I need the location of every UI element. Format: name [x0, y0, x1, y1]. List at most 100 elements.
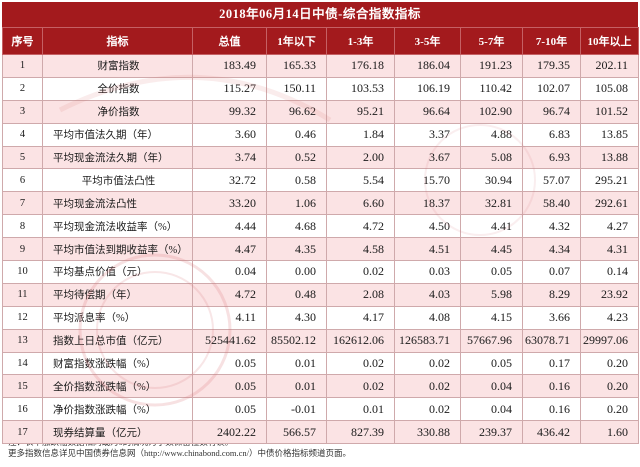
value-cell: 525441.62: [192, 328, 267, 353]
row-index: 2: [2, 76, 43, 101]
value-cell: 202.11: [580, 54, 639, 78]
value-cell: 126583.71: [394, 328, 461, 353]
value-cell: 0.02: [326, 260, 395, 284]
value-cell: 0.01: [266, 351, 327, 376]
value-cell: 0.04: [460, 397, 523, 422]
table-row: 5 平均现金流法久期（年） 3.74 0.52 2.00 3.67 5.08 6.93 13.8…: [2, 145, 639, 170]
value-cell: 103.53: [326, 76, 395, 101]
value-cell: 6.83: [522, 122, 581, 147]
indicator-name: 全价指数: [42, 76, 193, 101]
value-cell: 165.33: [266, 54, 327, 78]
value-cell: 4.45: [460, 237, 523, 262]
value-cell: 3.37: [394, 122, 461, 147]
value-cell: 0.20: [580, 397, 639, 422]
value-cell: 179.35: [522, 54, 581, 78]
value-cell: 1.06: [266, 191, 327, 216]
value-cell: 58.40: [522, 191, 581, 216]
indicator-name: 财富指数: [42, 54, 193, 78]
value-cell: 0.52: [266, 145, 327, 170]
value-cell: 4.30: [266, 305, 327, 330]
index-indicator-table: 序号 指标 总值 1年以下 1-3年 3-5年 5-7年 7-10年 10年以上 1 财富指数 18…: [2, 27, 639, 445]
value-cell: 827.39: [326, 420, 395, 445]
value-cell: 13.88: [580, 145, 639, 170]
value-cell: 4.51: [394, 237, 461, 262]
value-cell: 0.20: [580, 351, 639, 376]
value-cell: 23.92: [580, 282, 639, 307]
column-header: 总值: [192, 27, 267, 55]
value-cell: 566.57: [266, 420, 327, 445]
table-row: 4 平均市值法久期（年） 3.60 0.46 1.84 3.37 4.88 6.83 13.85: [2, 122, 639, 147]
table-row: 15 全价指数涨跌幅（%） 0.05 0.01 0.02 0.02 0.04 0.16 0.20: [2, 374, 639, 399]
row-index: 8: [2, 214, 43, 239]
indicator-name: 平均市值法凸性: [42, 168, 193, 193]
value-cell: 0.05: [460, 351, 523, 376]
value-cell: 106.19: [394, 76, 461, 101]
indicator-name: 平均派息率（%）: [42, 305, 193, 330]
value-cell: 4.88: [460, 122, 523, 147]
value-cell: 29997.06: [580, 328, 639, 353]
value-cell: -0.01: [266, 397, 327, 422]
indicator-name: 平均现金流法久期（年）: [42, 145, 193, 170]
indicator-name: 全价指数涨跌幅（%）: [42, 374, 193, 399]
value-cell: 2.08: [326, 282, 395, 307]
value-cell: 32.81: [460, 191, 523, 216]
indicator-name: 现券结算量（亿元）: [42, 420, 193, 445]
value-cell: 0.02: [394, 397, 461, 422]
value-cell: 4.03: [394, 282, 461, 307]
column-header: 序号: [2, 27, 43, 55]
value-cell: 85502.12: [266, 328, 327, 353]
row-index: 6: [2, 168, 43, 193]
indicator-name: 净价指数涨跌幅（%）: [42, 397, 193, 422]
value-cell: 18.37: [394, 191, 461, 216]
value-cell: 0.02: [326, 374, 395, 399]
value-cell: 96.62: [266, 99, 327, 124]
row-index: 16: [2, 397, 43, 422]
value-cell: 4.27: [580, 214, 639, 239]
value-cell: 6.60: [326, 191, 395, 216]
value-cell: 295.21: [580, 168, 639, 193]
table-header-row: 序号 指标 总值 1年以下 1-3年 3-5年 5-7年 7-10年 10年以上: [2, 27, 639, 55]
value-cell: 15.70: [394, 168, 461, 193]
value-cell: 115.27: [192, 76, 267, 101]
table-row: 6 平均市值法凸性 32.72 0.58 5.54 15.70 30.94 57.07 295.…: [2, 168, 639, 193]
value-cell: 0.02: [394, 374, 461, 399]
value-cell: 4.41: [460, 214, 523, 239]
value-cell: 110.42: [460, 76, 523, 101]
table-row: 14 财富指数涨跌幅（%） 0.05 0.01 0.02 0.02 0.05 0.17 0.20: [2, 351, 639, 376]
value-cell: 0.02: [326, 351, 395, 376]
value-cell: 0.02: [394, 351, 461, 376]
value-cell: 1.84: [326, 122, 395, 147]
value-cell: 330.88: [394, 420, 461, 445]
value-cell: 0.48: [266, 282, 327, 307]
value-cell: 4.08: [394, 305, 461, 330]
value-cell: 0.05: [192, 374, 267, 399]
value-cell: 3.66: [522, 305, 581, 330]
value-cell: 4.72: [326, 214, 395, 239]
table-row: 17 现券结算量（亿元） 2402.22 566.57 827.39 330.88 239.…: [2, 420, 639, 445]
value-cell: 4.50: [394, 214, 461, 239]
table-row: 9 平均市值法到期收益率（%） 4.47 4.35 4.58 4.51 4.45 4.34 4.…: [2, 237, 639, 262]
value-cell: 183.49: [192, 54, 267, 78]
value-cell: 4.58: [326, 237, 395, 262]
column-header: 3-5年: [394, 27, 461, 55]
value-cell: 0.20: [580, 374, 639, 399]
value-cell: 176.18: [326, 54, 395, 78]
column-header: 5-7年: [460, 27, 523, 55]
table-row: 11 平均待偿期（年） 4.72 0.48 2.08 4.03 5.98 8.29 23.92: [2, 282, 639, 307]
value-cell: 4.35: [266, 237, 327, 262]
value-cell: 0.58: [266, 168, 327, 193]
column-header: 1-3年: [326, 27, 395, 55]
value-cell: 0.05: [192, 351, 267, 376]
row-index: 14: [2, 351, 43, 376]
footnote-2: 更多指数信息详见中国债券信息网（http://www.chinabond.com…: [8, 448, 351, 458]
table-row: 2 全价指数 115.27 150.11 103.53 106.19 110.42 102.0…: [2, 76, 639, 101]
value-cell: 99.32: [192, 99, 267, 124]
column-header: 10年以上: [580, 27, 639, 55]
value-cell: 0.05: [192, 397, 267, 422]
value-cell: 2.00: [326, 145, 395, 170]
indicator-name: 平均基点价值（元）: [42, 260, 193, 284]
column-header: 7-10年: [522, 27, 581, 55]
value-cell: 63078.71: [522, 328, 581, 353]
value-cell: 30.94: [460, 168, 523, 193]
row-index: 11: [2, 282, 43, 307]
